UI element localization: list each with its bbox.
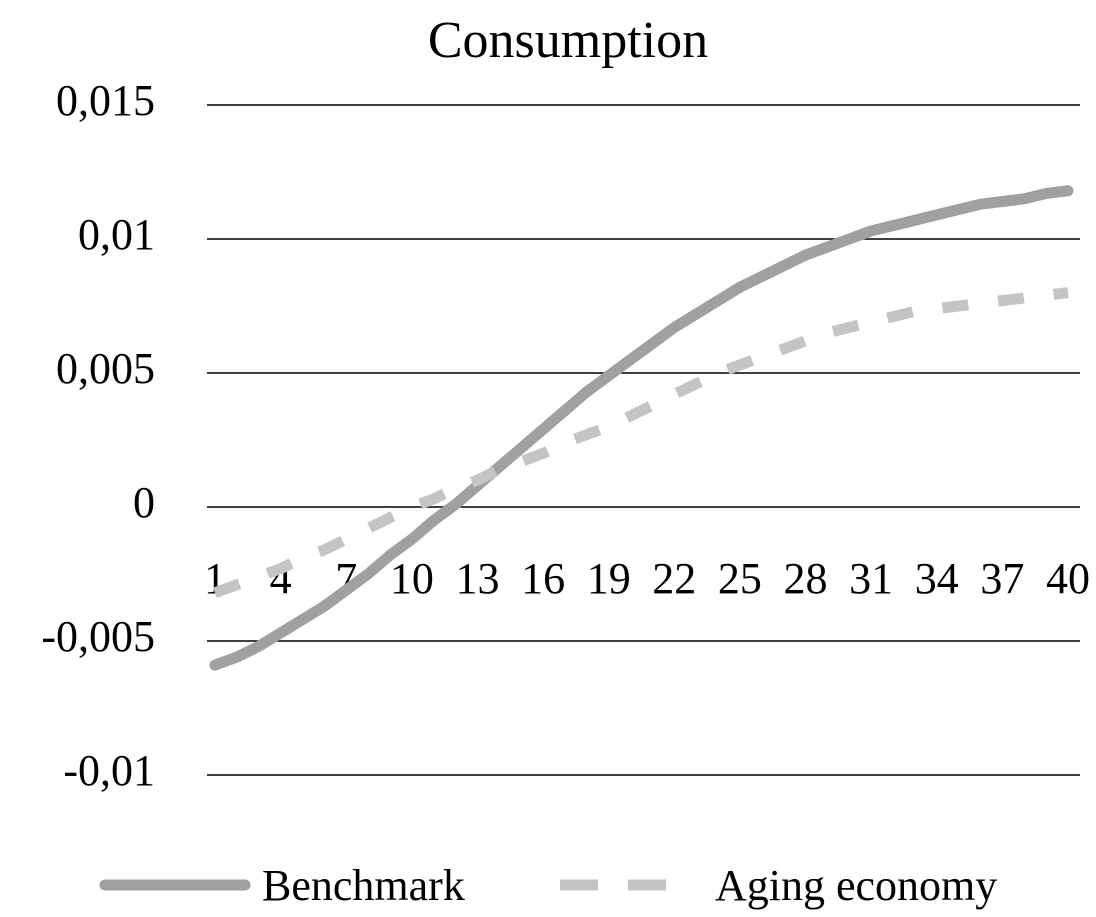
x-tick-label: 40 [1046, 554, 1090, 603]
x-tick-label: 13 [455, 554, 499, 603]
y-tick-label: 0,005 [56, 344, 155, 393]
x-tick-label: 37 [980, 554, 1024, 603]
legend-label: Benchmark [262, 861, 465, 910]
y-tick-label: 0,01 [78, 210, 155, 259]
x-tick-label: 22 [652, 554, 696, 603]
chart-title: Consumption [428, 12, 708, 69]
y-tick-label: 0 [133, 478, 155, 527]
x-tick-label: 10 [390, 554, 434, 603]
x-tick-label: 28 [784, 554, 828, 603]
y-tick-label: -0,01 [63, 746, 155, 795]
x-tick-label: 16 [521, 554, 565, 603]
series-line [209, 185, 1074, 671]
x-tick-label: 34 [915, 554, 959, 603]
y-tick-label: 0,015 [56, 76, 155, 125]
x-tick-label: 31 [849, 554, 893, 603]
y-tick-label: -0,005 [41, 612, 155, 661]
series-line [213, 287, 1069, 598]
legend-label: Aging economy [715, 861, 997, 910]
x-tick-label: 19 [587, 554, 631, 603]
x-tick-label: 25 [718, 554, 762, 603]
